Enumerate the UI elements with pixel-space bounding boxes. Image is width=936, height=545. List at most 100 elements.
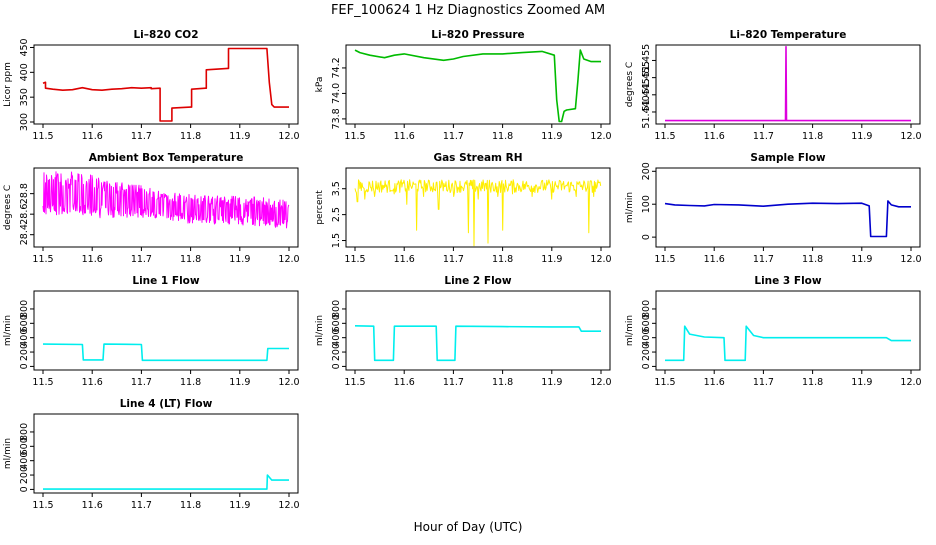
x-axis-title: Hour of Day (UTC) <box>414 520 523 534</box>
panel-title: Li–820 Pressure <box>431 29 524 41</box>
y-tick-label: 28.4 <box>19 224 30 245</box>
y-tick-label: 73.8 <box>331 108 342 129</box>
x-tick-label: 11.5 <box>32 254 53 265</box>
y-axis-label: kPa <box>315 77 325 93</box>
chart-panel: Gas Stream RH percent 1.5 2.5 3.5 11.5 11.6 11.… <box>315 152 612 265</box>
x-tick-label: 11.9 <box>229 131 250 142</box>
plot-frame <box>655 290 921 371</box>
panel-title: Li–820 CO2 <box>133 29 198 41</box>
x-tick-label: 11.8 <box>492 254 513 265</box>
y-tick-label: 200 <box>641 162 652 180</box>
chart-panel: Li–820 Pressure kPa 73.8 74.0 74.2 11.5 11.6 11… <box>315 29 612 142</box>
y-axis-label: ml/min <box>3 438 13 469</box>
y-tick-label: 74.0 <box>331 83 342 104</box>
chart-panel: Sample Flow ml/min 0 100 200 11.5 11.6 11.7 11.8… <box>625 152 922 265</box>
y-tick-label: 51.455 <box>641 44 652 77</box>
x-tick-label: 11.8 <box>180 500 201 511</box>
x-tick-label: 11.7 <box>131 377 152 388</box>
y-tick-label: 3.5 <box>331 181 342 196</box>
y-tick-label: 600 <box>331 314 342 332</box>
y-tick-label: 400 <box>19 452 30 470</box>
series-line <box>43 474 289 490</box>
x-tick-label: 11.6 <box>394 254 415 265</box>
x-tick-label: 12.0 <box>278 377 299 388</box>
y-tick-label: 1.5 <box>331 233 342 248</box>
x-tick-label: 11.5 <box>344 254 365 265</box>
y-axis-label: ml/min <box>625 192 635 223</box>
y-tick-label: 200 <box>19 343 30 361</box>
x-tick-label: 11.6 <box>704 131 725 142</box>
x-tick-label: 12.0 <box>900 377 921 388</box>
x-tick-label: 12.0 <box>590 377 611 388</box>
x-tick-label: 11.9 <box>229 377 250 388</box>
y-tick-label: 800 <box>19 300 30 318</box>
plot-frame <box>33 413 299 494</box>
panel-title: Li–820 Temperature <box>730 29 847 41</box>
x-tick-label: 12.0 <box>278 254 299 265</box>
x-tick-label: 11.9 <box>851 131 872 142</box>
chart-panel: Li–820 CO2 Licor ppm 300 350 400 450 11.5 11.6 1… <box>3 29 300 142</box>
x-tick-label: 11.6 <box>394 377 415 388</box>
x-tick-label: 11.9 <box>541 377 562 388</box>
x-tick-label: 11.8 <box>180 377 201 388</box>
y-tick-label: 400 <box>641 329 652 347</box>
y-tick-label: 74.2 <box>331 57 342 78</box>
y-tick-label: 51.455 <box>641 61 652 94</box>
x-tick-label: 11.7 <box>753 254 774 265</box>
chart-panel: Li–820 Temperature degrees C 51.44051.4455… <box>625 29 922 142</box>
y-tick-label: 450 <box>19 38 30 56</box>
series-line <box>665 325 911 362</box>
x-tick-label: 12.0 <box>900 254 921 265</box>
y-tick-label: 600 <box>641 314 652 332</box>
y-tick-label: 200 <box>641 343 652 361</box>
y-tick-label: 0 <box>641 234 652 240</box>
x-tick-label: 11.7 <box>131 131 152 142</box>
x-tick-label: 11.7 <box>131 500 152 511</box>
y-tick-label: 0 <box>19 363 30 369</box>
series-line <box>42 343 289 362</box>
x-tick-label: 11.5 <box>32 377 53 388</box>
x-tick-label: 12.0 <box>590 254 611 265</box>
plot-frame <box>33 167 299 248</box>
x-tick-label: 11.8 <box>492 131 513 142</box>
plot-frame <box>655 167 921 248</box>
x-tick-label: 11.7 <box>443 131 464 142</box>
panel-title: Ambient Box Temperature <box>89 152 244 164</box>
y-axis-label: degrees C <box>3 185 13 230</box>
x-tick-label: 11.7 <box>753 377 774 388</box>
x-tick-label: 11.9 <box>851 377 872 388</box>
panels: Li–820 CO2 Licor ppm 300 350 400 450 11.5 11.6 1… <box>3 29 922 511</box>
x-tick-label: 11.7 <box>753 131 774 142</box>
plot-frame <box>33 290 299 371</box>
x-tick-label: 11.6 <box>82 377 103 388</box>
y-axis-label: ml/min <box>315 315 325 346</box>
x-tick-label: 11.5 <box>32 131 53 142</box>
panel-title: Line 3 Flow <box>754 275 821 287</box>
x-tick-label: 12.0 <box>900 131 921 142</box>
x-tick-label: 12.0 <box>278 500 299 511</box>
x-tick-label: 11.7 <box>131 254 152 265</box>
x-tick-label: 11.8 <box>802 254 823 265</box>
y-tick-label: 28.6 <box>19 204 30 225</box>
x-tick-label: 11.6 <box>394 131 415 142</box>
y-tick-label: 400 <box>19 329 30 347</box>
series-line <box>354 325 601 362</box>
panel-title: Sample Flow <box>750 152 825 164</box>
main-title: FEF_100624 1 Hz Diagnostics Zoomed AM <box>331 3 605 18</box>
x-tick-label: 11.7 <box>443 377 464 388</box>
x-tick-label: 11.5 <box>344 131 365 142</box>
x-tick-label: 11.5 <box>654 377 675 388</box>
x-tick-label: 12.0 <box>278 131 299 142</box>
y-tick-label: 600 <box>19 314 30 332</box>
chart-panel: Ambient Box Temperature degrees C 28.428.6… <box>3 152 300 265</box>
y-axis-label: degrees C <box>625 62 635 107</box>
x-tick-label: 11.6 <box>704 377 725 388</box>
y-tick-label: 100 <box>641 195 652 213</box>
y-tick-label: 2.5 <box>331 207 342 222</box>
y-tick-label: 51.445 <box>641 78 652 111</box>
